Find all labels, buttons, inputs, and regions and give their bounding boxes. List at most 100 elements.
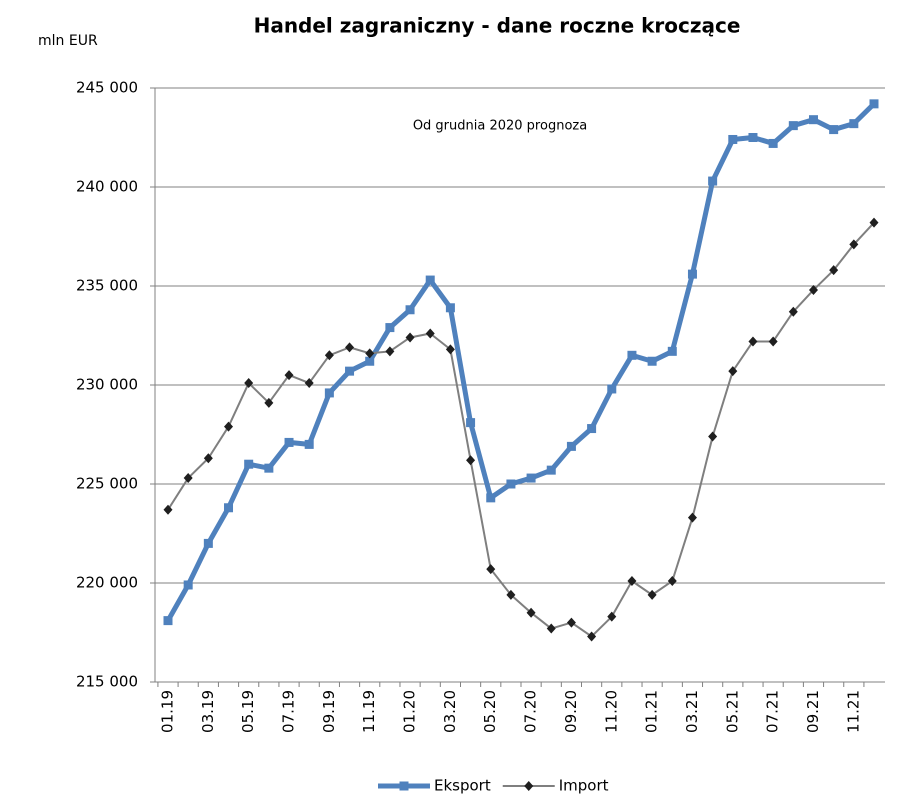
marker — [163, 616, 173, 626]
marker — [385, 346, 395, 357]
marker — [524, 781, 534, 791]
marker — [829, 265, 839, 276]
marker — [566, 441, 576, 451]
x-tick-label: 03.21 — [683, 690, 701, 733]
marker — [506, 479, 516, 489]
marker — [667, 346, 677, 356]
marker — [324, 350, 334, 361]
marker — [244, 459, 254, 469]
x-tick-label: 07.20 — [522, 690, 540, 733]
marker — [425, 328, 435, 339]
x-tick-label: 01.20 — [401, 690, 419, 733]
marker — [304, 439, 314, 449]
x-tick-label: 11.20 — [602, 690, 620, 733]
marker — [486, 564, 496, 575]
series-line — [167, 221, 875, 638]
marker — [264, 397, 274, 408]
marker — [647, 356, 657, 366]
y-axis-label: mln EUR — [38, 33, 98, 49]
marker — [869, 99, 879, 109]
marker — [687, 512, 697, 523]
marker — [829, 125, 839, 135]
marker — [244, 378, 254, 389]
marker — [788, 121, 798, 131]
y-tick-label: 220 000 — [76, 574, 138, 592]
marker — [284, 437, 294, 447]
marker — [526, 473, 536, 483]
marker — [647, 589, 657, 600]
x-tick-label: 09.20 — [562, 690, 580, 733]
y-tick-label: 225 000 — [76, 475, 138, 493]
marker — [365, 348, 375, 359]
marker — [425, 275, 435, 285]
marker — [849, 119, 859, 129]
marker — [345, 366, 355, 376]
marker — [526, 607, 536, 618]
marker — [808, 115, 818, 125]
marker — [163, 504, 173, 515]
x-tick-label: 05.21 — [723, 690, 741, 733]
marker — [324, 388, 334, 398]
marker — [264, 463, 274, 473]
marker — [849, 239, 859, 250]
x-tick-label: 01.21 — [643, 690, 661, 733]
x-tick-label: 11.19 — [360, 690, 378, 733]
x-tick-label: 07.19 — [280, 690, 298, 733]
marker — [385, 323, 395, 333]
marker — [183, 580, 193, 590]
marker — [445, 344, 455, 355]
marker — [304, 378, 314, 389]
marker — [203, 453, 213, 464]
marker — [224, 421, 234, 432]
marker — [466, 418, 476, 428]
x-tick-label: 01.19 — [159, 690, 177, 733]
annotation: Od grudnia 2020 prognoza — [413, 119, 587, 134]
x-tick-label: 03.20 — [441, 690, 459, 733]
legend-label: Eksport — [434, 777, 491, 794]
marker — [728, 134, 738, 144]
marker — [365, 356, 375, 366]
marker — [224, 503, 234, 513]
marker — [486, 493, 496, 503]
series-line — [165, 102, 876, 622]
x-tick-label: 05.19 — [239, 690, 257, 733]
marker — [808, 284, 818, 295]
marker — [768, 138, 778, 148]
y-tick-label: 245 000 — [76, 79, 138, 97]
marker — [627, 350, 637, 360]
marker — [607, 384, 617, 394]
marker — [788, 306, 798, 317]
marker — [607, 611, 617, 622]
marker — [566, 617, 576, 628]
y-tick-label: 240 000 — [76, 178, 138, 196]
y-tick-label: 230 000 — [76, 376, 138, 394]
marker — [748, 336, 758, 347]
marker — [345, 342, 355, 353]
x-tick-label: 07.21 — [764, 690, 782, 733]
marker — [203, 538, 213, 548]
marker — [587, 424, 597, 434]
chart-title: Handel zagraniczny - dane roczne krocząc… — [254, 14, 741, 38]
marker — [399, 781, 409, 791]
marker — [284, 370, 294, 381]
marker — [466, 455, 476, 466]
y-tick-label: 235 000 — [76, 277, 138, 295]
legend-label: Import — [559, 777, 609, 794]
marker — [506, 589, 516, 600]
marker — [768, 336, 778, 347]
x-tick-label: 09.21 — [804, 690, 822, 733]
y-tick-label: 215 000 — [76, 673, 138, 691]
x-tick-label: 09.19 — [320, 690, 338, 733]
marker — [687, 269, 697, 279]
marker — [183, 473, 193, 484]
marker — [667, 576, 677, 587]
marker — [546, 465, 556, 475]
marker — [748, 133, 758, 142]
marker — [708, 431, 718, 442]
marker — [728, 366, 738, 377]
marker — [627, 576, 637, 587]
x-tick-label: 11.21 — [844, 690, 862, 733]
marker — [405, 305, 415, 315]
